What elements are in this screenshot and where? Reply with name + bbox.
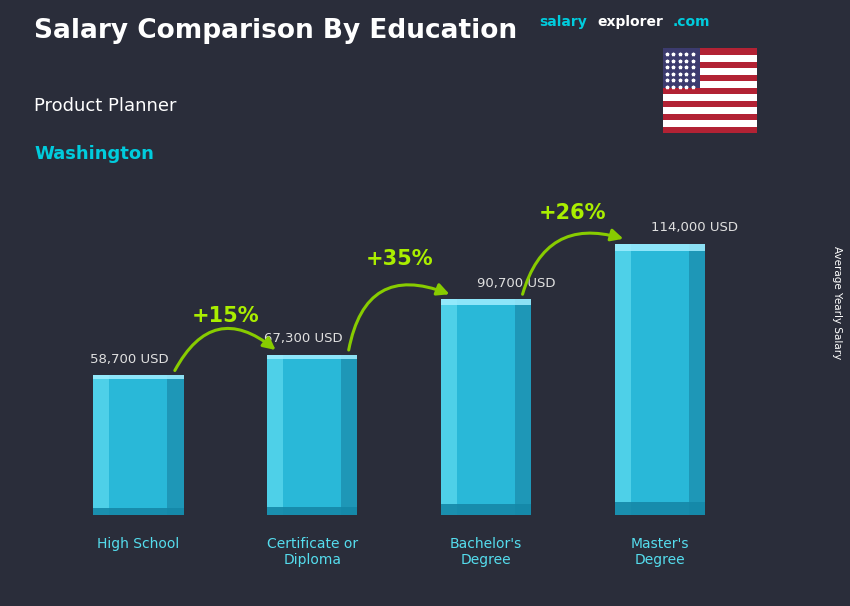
Bar (663, 101, 756, 107)
Bar (615, 502, 706, 515)
Bar (341, 355, 357, 515)
Bar (663, 75, 756, 81)
Text: Bachelor's
Degree: Bachelor's Degree (450, 536, 522, 567)
Text: 58,700 USD: 58,700 USD (89, 353, 168, 366)
Text: +26%: +26% (539, 203, 607, 223)
Text: 90,700 USD: 90,700 USD (478, 276, 556, 290)
Bar (688, 244, 705, 515)
Bar (441, 299, 531, 305)
Bar (167, 375, 184, 515)
Bar (663, 88, 756, 94)
Bar (441, 299, 457, 515)
Bar (663, 81, 756, 88)
Bar (615, 244, 706, 515)
Bar (663, 94, 756, 101)
Bar (515, 299, 531, 515)
Bar (615, 244, 706, 251)
Text: 67,300 USD: 67,300 USD (264, 332, 342, 345)
Bar (663, 48, 756, 55)
Text: Salary Comparison By Education: Salary Comparison By Education (34, 18, 517, 44)
Bar (441, 504, 531, 515)
Bar (267, 355, 283, 515)
Bar (267, 507, 357, 515)
Bar (615, 244, 631, 515)
Text: explorer: explorer (598, 15, 663, 29)
Bar (267, 355, 357, 359)
Bar (94, 375, 110, 515)
Bar (267, 355, 357, 515)
Bar (663, 114, 756, 120)
Bar (663, 68, 756, 75)
Bar (663, 120, 756, 127)
Bar (441, 299, 531, 515)
Text: Product Planner: Product Planner (34, 97, 177, 115)
Text: High School: High School (97, 536, 179, 550)
Text: Washington: Washington (34, 145, 154, 164)
Text: +35%: +35% (366, 250, 433, 270)
Text: +15%: +15% (191, 305, 259, 325)
Text: Certificate or
Diploma: Certificate or Diploma (267, 536, 358, 567)
Bar (663, 48, 700, 88)
Text: Average Yearly Salary: Average Yearly Salary (832, 247, 842, 359)
Text: .com: .com (672, 15, 710, 29)
Text: Master's
Degree: Master's Degree (631, 536, 689, 567)
Bar (663, 62, 756, 68)
Bar (94, 375, 184, 379)
Text: salary: salary (540, 15, 587, 29)
Bar (663, 107, 756, 114)
Bar (94, 375, 184, 515)
Bar (663, 127, 756, 133)
Text: 114,000 USD: 114,000 USD (651, 221, 738, 234)
Bar (663, 55, 756, 62)
Bar (94, 508, 184, 515)
